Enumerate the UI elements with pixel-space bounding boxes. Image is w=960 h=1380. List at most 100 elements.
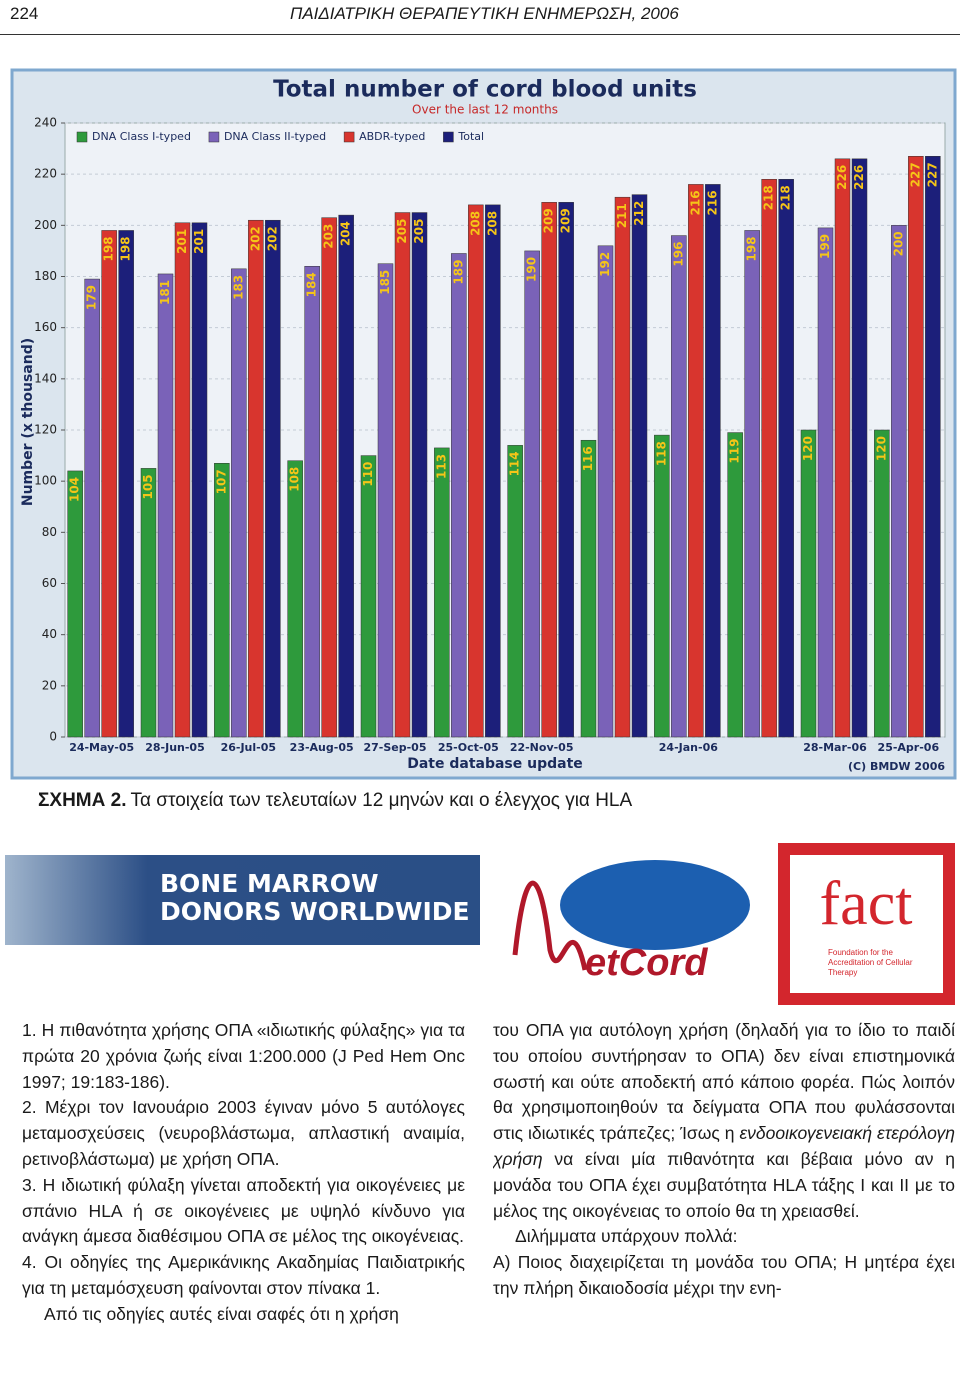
value-label: 179 (85, 285, 99, 310)
value-label: 218 (762, 185, 776, 210)
value-label: 105 (141, 474, 155, 499)
value-label: 192 (598, 252, 612, 277)
bar (304, 266, 320, 738)
value-label: 107 (214, 469, 228, 494)
bar (377, 263, 394, 738)
bar (524, 250, 540, 738)
value-label: 201 (192, 229, 206, 254)
y-tick-label: 200 (34, 218, 57, 232)
y-tick-label: 20 (42, 678, 57, 692)
netcord-globe (560, 860, 750, 950)
bar (778, 179, 794, 738)
value-label: 227 (925, 162, 939, 187)
caption-text: Τα στοιχεία των τελευταίων 12 μηνών και … (130, 790, 633, 811)
bar (394, 212, 411, 738)
x-tick-label: 24-May-05 (69, 741, 134, 754)
legend-label: DNA Class II-typed (224, 130, 326, 143)
value-label: 110 (361, 462, 375, 487)
chart-subtitle: Over the last 12 months (412, 103, 558, 117)
x-axis-label: Date database update (407, 756, 583, 772)
value-label: 208 (485, 211, 499, 236)
value-label: 200 (891, 231, 905, 256)
y-tick-label: 180 (34, 269, 57, 283)
fact-tagline-box: Foundation for the Accreditation of Cell… (828, 948, 912, 977)
paragraph: 4. Οι οδηγίες της Αμερικάνικης Ακαδημίας… (22, 1252, 465, 1298)
bar (214, 463, 230, 738)
paragraph: του ΟΠΑ για αυτόλογη χρήση (δηλαδή για τ… (493, 1018, 955, 1224)
y-tick-label: 100 (34, 474, 57, 488)
bar (468, 204, 484, 738)
paragraph: 2. Μέχρι τον Ιανουάριο 2003 έγιναν μόνο … (22, 1097, 465, 1169)
x-tick-label: 24-Jan-06 (659, 741, 718, 754)
x-tick-label: 22-Nov-05 (510, 741, 574, 754)
value-label: 199 (818, 234, 832, 259)
chart-title: Total number of cord blood units (273, 77, 697, 103)
netcord-name: etCord (585, 942, 708, 984)
bar (558, 202, 574, 738)
paragraph: Διλήμματα υπάρχουν πολλά: (515, 1226, 738, 1247)
bmdw-logo (5, 855, 480, 945)
bar (360, 455, 377, 738)
y-tick-label: 80 (42, 525, 57, 539)
paragraph: Α) Ποιος διαχειρίζεται τη μονάδα του ΟΠΑ… (493, 1252, 955, 1298)
value-label: 205 (412, 219, 426, 244)
bar (654, 434, 670, 738)
x-tick-label: 26-Jul-05 (221, 741, 276, 754)
bar (485, 204, 501, 738)
netcord-wave (512, 880, 588, 971)
figure-caption: ΣΧΗΜΑ 2. Τα στοιχεία των τελευταίων 12 μη… (38, 790, 632, 812)
legend-label: DNA Class I-typed (92, 130, 191, 143)
x-tick-label: 25-Oct-05 (438, 741, 499, 754)
value-label: 184 (305, 272, 319, 297)
value-label: 204 (339, 221, 353, 246)
x-tick-label: 23-Aug-05 (290, 741, 354, 754)
paragraph: 3. Η ιδιωτική φύλαξη γίνεται αποδεκτή γι… (22, 1174, 465, 1247)
y-axis-label: Number (x thousand) (20, 338, 36, 506)
legend-swatch (76, 131, 88, 143)
value-label: 226 (852, 165, 866, 190)
value-label: 198 (102, 236, 116, 261)
paragraph: 1. Η πιθανότητα χρήσης ΟΠΑ «ιδιωτικής φύ… (22, 1020, 465, 1092)
value-label: 211 (615, 203, 629, 228)
bmdw-line: DONORS WORLDWIDE (160, 897, 470, 926)
bar (834, 158, 851, 738)
chart: Total number of cord blood units Over th… (10, 68, 957, 780)
caption-label: ΣΧΗΜΑ 2. (38, 790, 127, 811)
value-label: 108 (288, 467, 302, 492)
value-label: 113 (434, 454, 448, 479)
bar (67, 470, 83, 738)
legend-label: ABDR-typed (359, 130, 425, 143)
bar (174, 222, 191, 738)
page-number: 224 (10, 4, 39, 23)
bar (507, 445, 523, 738)
bar (541, 202, 557, 738)
running-header: 224 ΠΑΙΔΙΑΤΡΙΚΗ ΘΕΡΑΠΕΥΤΙΚΗ ΕΝΗΜΕΡΩΣΗ, 2… (0, 0, 960, 35)
value-label: 196 (671, 242, 685, 267)
value-label: 118 (654, 441, 668, 466)
value-label: 189 (451, 259, 465, 284)
value-label: 216 (705, 190, 719, 215)
bar (744, 230, 760, 738)
bar (688, 184, 704, 738)
bar (84, 278, 100, 738)
fact-name: fact (820, 870, 913, 938)
bar (614, 196, 631, 738)
value-label: 104 (68, 477, 82, 502)
value-label: 183 (231, 275, 245, 300)
paragraph: Από τις οδηγίες αυτές είναι σαφές ότι η … (44, 1303, 399, 1324)
value-label: 226 (835, 165, 849, 190)
italic-run: ενδοοικογενειακή ετερόλογη χρήση (493, 1123, 955, 1169)
value-label: 227 (908, 162, 922, 187)
bar (321, 217, 337, 738)
y-tick-label: 60 (42, 576, 57, 590)
legend-swatch (443, 131, 454, 143)
x-tick-label: 28-Mar-06 (803, 741, 867, 754)
bar (817, 227, 834, 738)
legend-swatch (208, 131, 220, 143)
value-label: 185 (378, 270, 392, 295)
bar (631, 194, 648, 738)
bar (761, 179, 777, 738)
value-label: 203 (322, 224, 336, 249)
bar (671, 235, 687, 738)
value-label: 181 (158, 280, 172, 305)
